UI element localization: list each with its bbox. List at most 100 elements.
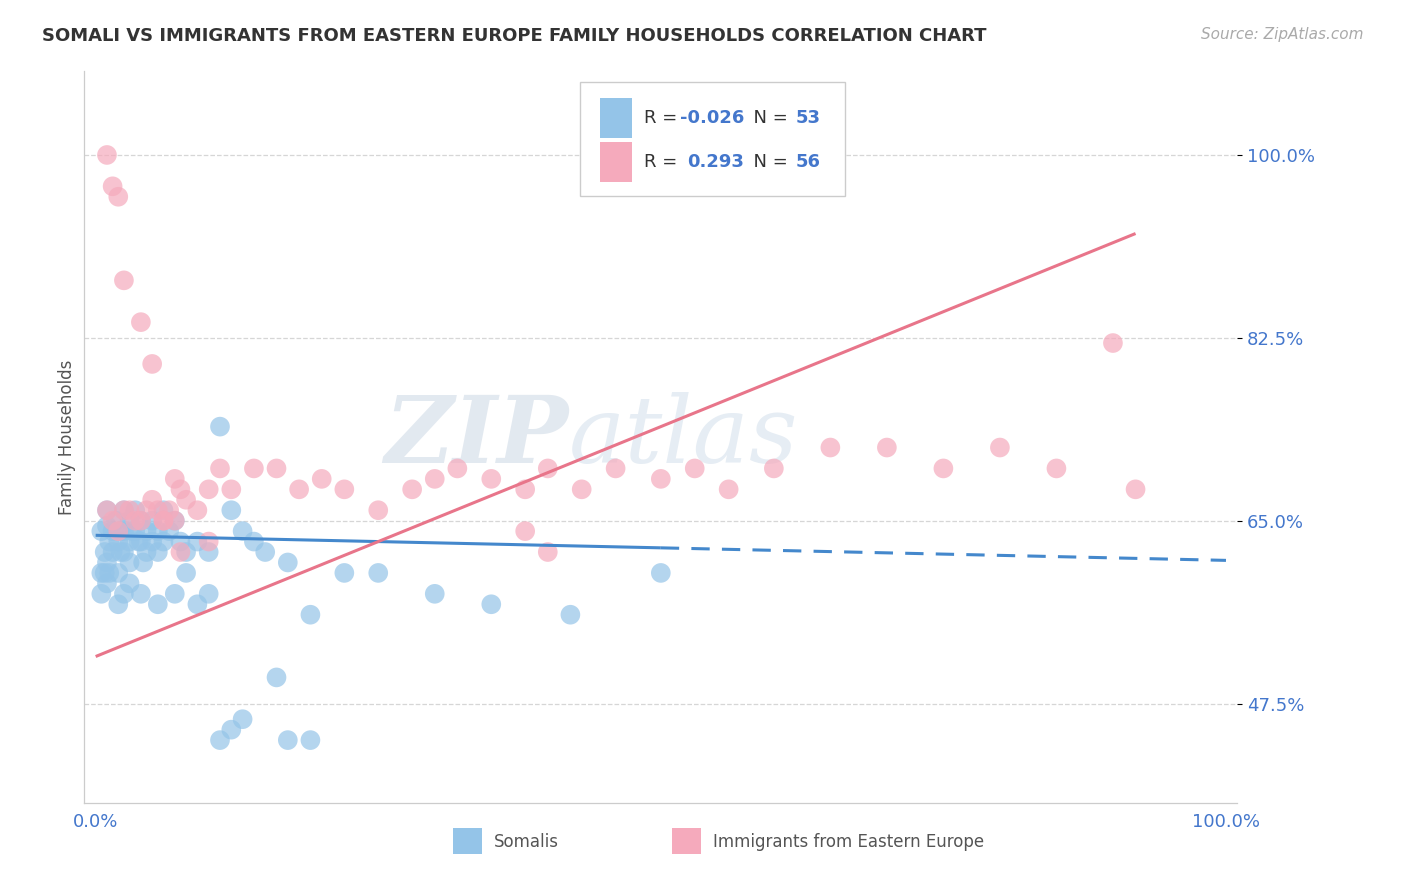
Point xyxy=(169,534,191,549)
Point xyxy=(232,712,254,726)
Point xyxy=(515,524,537,538)
Point xyxy=(876,441,898,455)
Point xyxy=(277,733,299,747)
Point xyxy=(1125,483,1147,497)
Point xyxy=(163,472,186,486)
Point xyxy=(605,461,627,475)
Point xyxy=(169,483,191,497)
Point xyxy=(98,566,121,580)
Point xyxy=(174,545,197,559)
Point xyxy=(101,514,124,528)
Point xyxy=(124,503,146,517)
Text: 53: 53 xyxy=(796,109,821,127)
Point xyxy=(129,315,152,329)
Text: N =: N = xyxy=(741,153,793,171)
Point xyxy=(446,461,468,475)
Point xyxy=(197,483,219,497)
Point xyxy=(311,472,333,486)
Point xyxy=(277,556,299,570)
FancyBboxPatch shape xyxy=(672,829,702,854)
Point xyxy=(90,566,112,580)
Point xyxy=(129,587,152,601)
Point xyxy=(135,524,157,538)
Point xyxy=(129,514,152,528)
Point xyxy=(333,566,356,580)
Point xyxy=(118,556,141,570)
Point xyxy=(208,419,231,434)
Point xyxy=(96,503,118,517)
Point xyxy=(146,597,169,611)
Point xyxy=(90,587,112,601)
Point xyxy=(163,514,186,528)
Point xyxy=(98,534,121,549)
Point xyxy=(221,483,243,497)
Point xyxy=(107,566,129,580)
Point xyxy=(717,483,740,497)
Point xyxy=(124,514,146,528)
Point xyxy=(208,733,231,747)
Point xyxy=(129,534,152,549)
Text: R =: R = xyxy=(644,109,682,127)
Point xyxy=(197,587,219,601)
Point xyxy=(988,441,1011,455)
Point xyxy=(299,607,322,622)
Text: ZIP: ZIP xyxy=(384,392,568,482)
Point xyxy=(560,607,582,622)
Point xyxy=(537,461,560,475)
Point xyxy=(333,483,356,497)
Point xyxy=(96,503,118,517)
Point xyxy=(174,492,197,507)
Point xyxy=(105,514,128,528)
Point xyxy=(90,524,112,538)
Point xyxy=(146,503,169,517)
FancyBboxPatch shape xyxy=(600,142,633,183)
Point xyxy=(186,534,208,549)
Point xyxy=(132,556,155,570)
Point xyxy=(112,587,135,601)
Point xyxy=(101,545,124,559)
Point xyxy=(288,483,311,497)
Text: atlas: atlas xyxy=(568,392,799,482)
Point xyxy=(141,357,163,371)
Y-axis label: Family Households: Family Households xyxy=(58,359,76,515)
Point xyxy=(93,566,115,580)
Point xyxy=(118,534,141,549)
Point xyxy=(537,545,560,559)
Point xyxy=(221,503,243,517)
Point xyxy=(762,461,785,475)
Point xyxy=(110,524,132,538)
Text: N =: N = xyxy=(741,109,793,127)
Point xyxy=(299,733,322,747)
Text: -0.026: -0.026 xyxy=(681,109,745,127)
Point xyxy=(571,483,593,497)
Point xyxy=(118,514,141,528)
Point xyxy=(96,556,118,570)
Point xyxy=(107,597,129,611)
Point xyxy=(157,503,180,517)
Point xyxy=(197,545,219,559)
Point xyxy=(163,587,186,601)
Text: R =: R = xyxy=(644,153,689,171)
Point xyxy=(157,524,180,538)
Point xyxy=(146,545,169,559)
Point xyxy=(163,514,186,528)
Point xyxy=(128,534,150,549)
Point xyxy=(1045,461,1067,475)
Point xyxy=(107,534,129,549)
FancyBboxPatch shape xyxy=(453,829,482,854)
Point xyxy=(152,503,174,517)
Point xyxy=(423,587,446,601)
Point xyxy=(107,190,129,204)
Point xyxy=(110,545,132,559)
Point xyxy=(221,723,243,737)
Point xyxy=(479,597,502,611)
Point xyxy=(96,148,118,162)
Point xyxy=(112,503,135,517)
Text: 0.293: 0.293 xyxy=(688,153,744,171)
Point xyxy=(401,483,423,497)
Point xyxy=(367,503,389,517)
FancyBboxPatch shape xyxy=(600,98,633,138)
Point xyxy=(254,545,277,559)
Point xyxy=(101,524,124,538)
Point xyxy=(141,534,163,549)
